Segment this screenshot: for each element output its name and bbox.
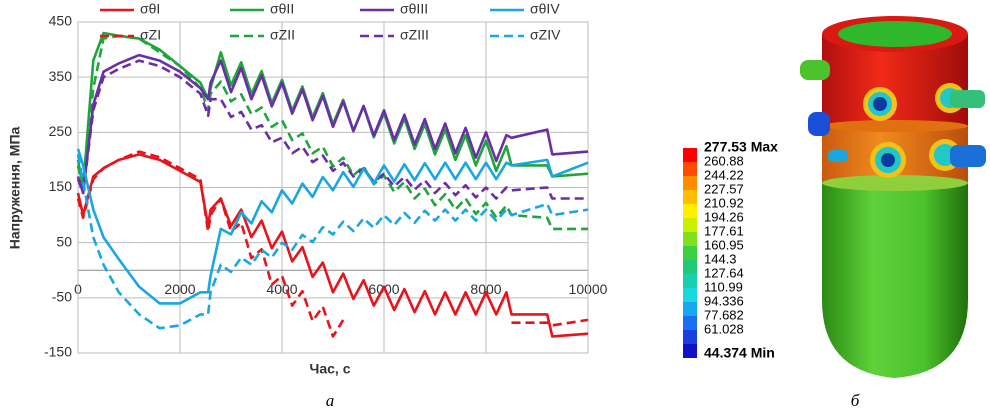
- series-line: [76, 150, 589, 338]
- legend-label: σθIII: [400, 1, 428, 17]
- series-line: [76, 148, 589, 305]
- color-bar-label: 227.57: [704, 181, 744, 196]
- y-tick-label: 450: [49, 13, 73, 29]
- color-bar-label: 210.92: [704, 195, 744, 210]
- color-bar-labels: 277.53 Max260.88244.22227.57210.92194.26…: [704, 139, 778, 361]
- y-tick-label: 350: [49, 68, 73, 84]
- y-tick-label: 50: [56, 233, 72, 249]
- legend-label: σθII: [270, 1, 294, 17]
- color-bar-label: 61.028: [704, 321, 744, 336]
- fea-model: [800, 16, 986, 378]
- legend-label: σZIV: [530, 27, 561, 43]
- series-line: [76, 59, 588, 200]
- series-line: [76, 153, 589, 338]
- y-tick-label: -50: [52, 289, 72, 305]
- legend-label: σZI: [140, 27, 161, 43]
- legend-label: σθI: [140, 1, 160, 17]
- color-bar-label: 177.61: [704, 223, 744, 238]
- y-tick-label: 250: [49, 123, 73, 139]
- color-bar-label: 244.22: [704, 167, 744, 182]
- caption: б: [851, 391, 860, 410]
- x-tick-label: 2000: [164, 281, 195, 297]
- color-bar-label: 77.682: [704, 307, 744, 322]
- y-axis-title: Напруження, МПа: [7, 127, 23, 250]
- series-line: [76, 53, 589, 195]
- color-bar: [683, 148, 697, 358]
- color-bar-label: 194.26: [704, 209, 744, 224]
- legend-label: σZIII: [400, 27, 429, 43]
- y-tick-label: 150: [49, 178, 73, 194]
- color-bar-label: 260.88: [704, 153, 744, 168]
- legend: σθI σZI σθII σZII σθIII σZIII σθIV σZIV: [100, 1, 561, 43]
- legend-label: σθIV: [530, 1, 560, 17]
- color-bar-label: 94.336: [704, 293, 744, 308]
- x-axis-title: Час, с: [310, 361, 351, 377]
- color-bar-label: 277.53 Max: [704, 139, 778, 155]
- series-line: [76, 34, 588, 231]
- color-bar-label: 144.3: [704, 251, 737, 266]
- color-bar-label: 160.95: [704, 237, 744, 252]
- series-line: [76, 154, 589, 330]
- plot-frame: [77, 21, 589, 354]
- x-tick-label: 8000: [470, 281, 501, 297]
- x-tick-label: 4000: [266, 281, 297, 297]
- color-bar-label: 110.99: [704, 279, 743, 294]
- legend-label: σZII: [270, 27, 295, 43]
- y-tick-label: -150: [44, 344, 72, 360]
- caption: а: [326, 391, 335, 410]
- color-bar-label: 44.374 Min: [704, 345, 775, 361]
- color-bar-label: 127.64: [704, 265, 744, 280]
